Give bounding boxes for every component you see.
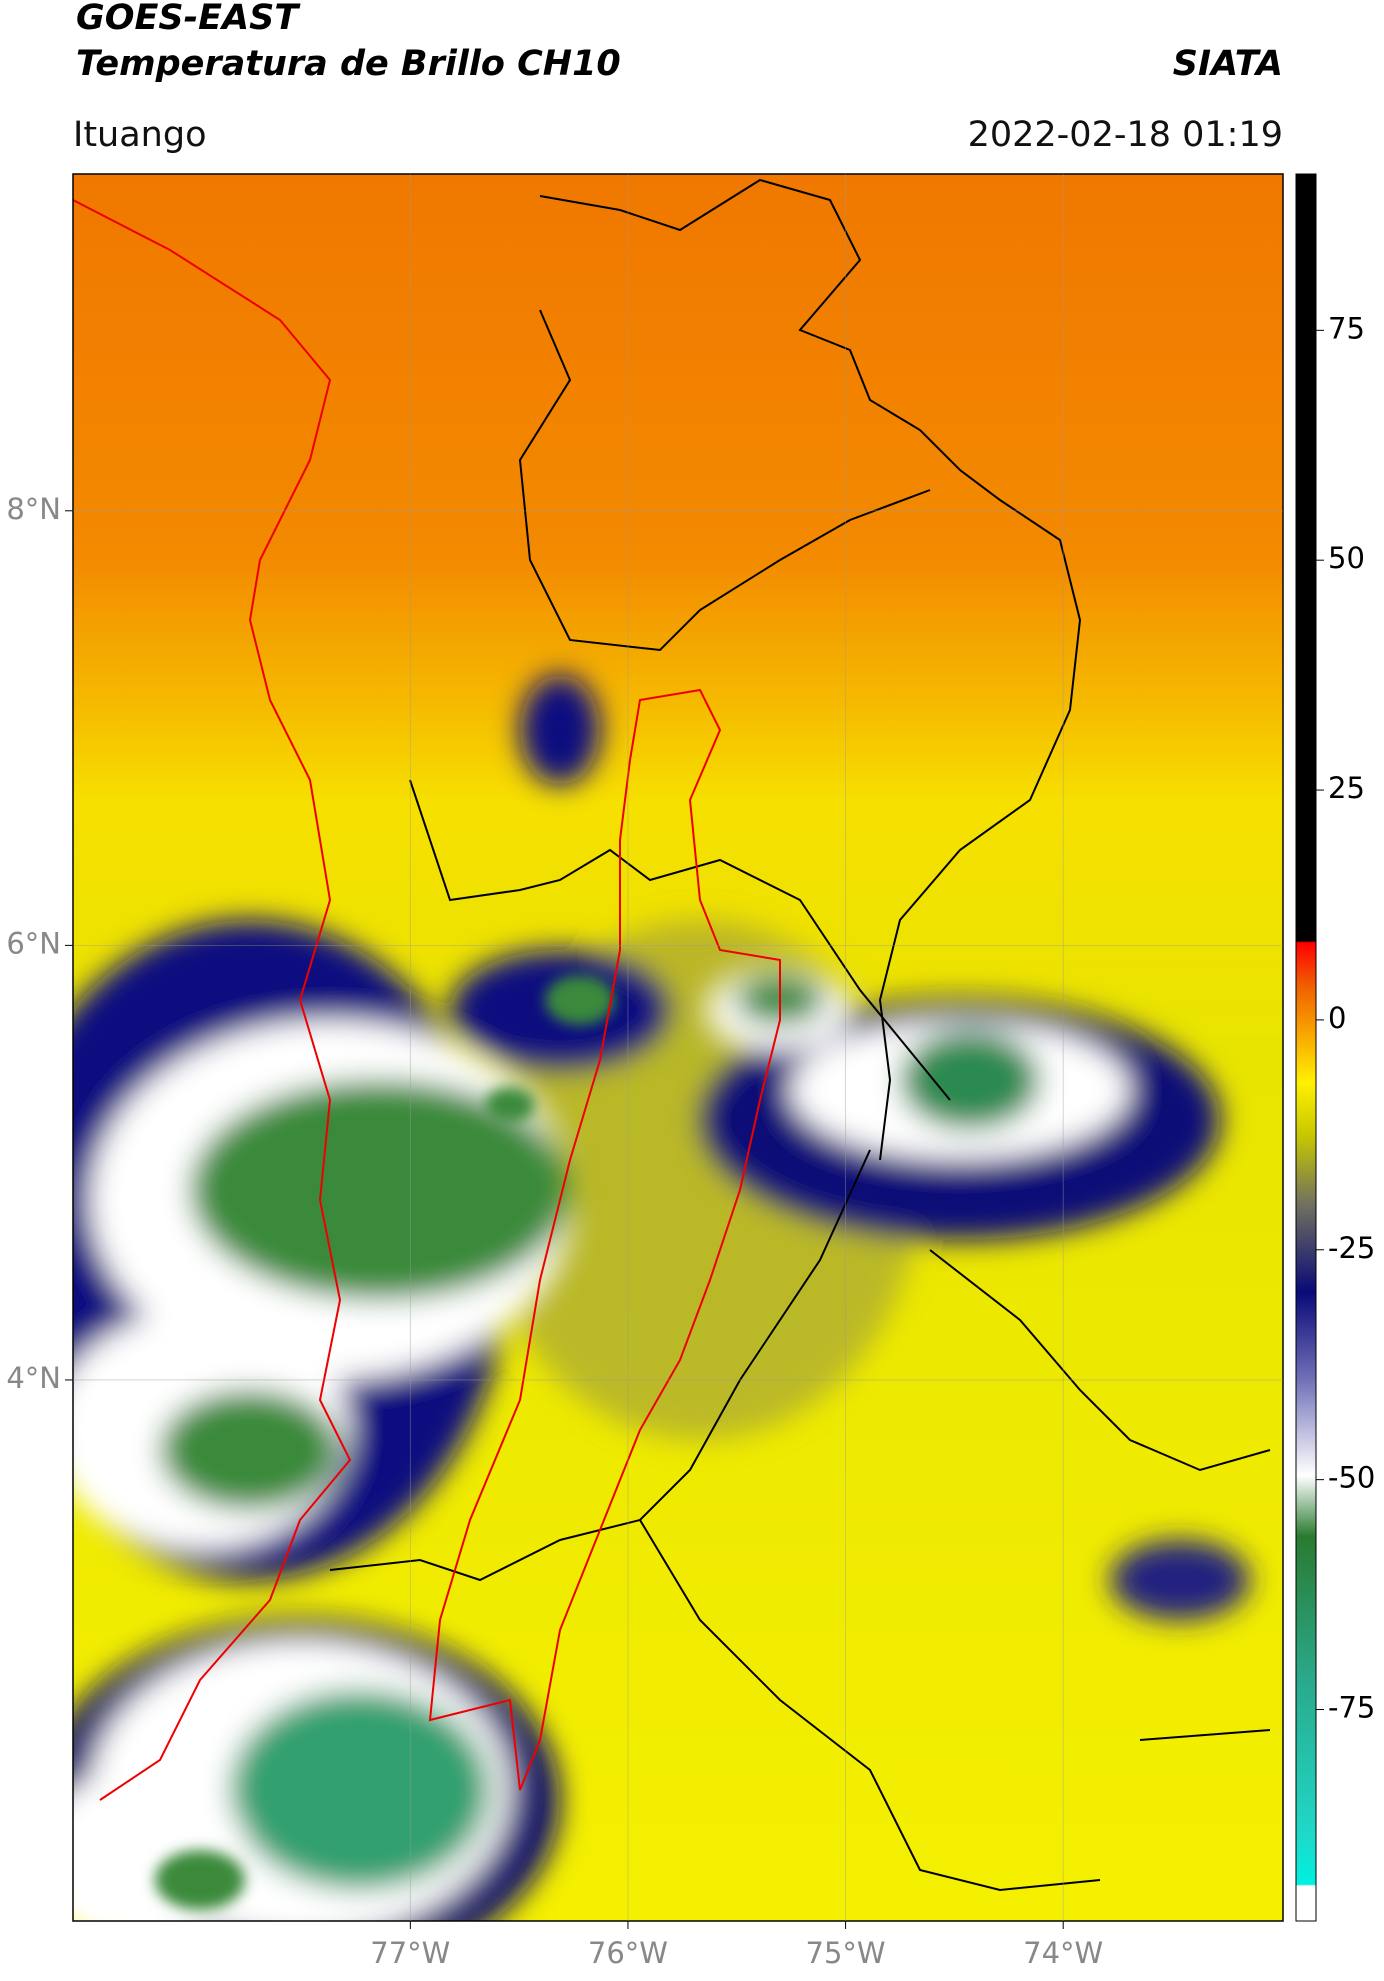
- x-tick-label: 77°W: [370, 1936, 450, 1970]
- y-tick-label: 8°N: [6, 492, 61, 526]
- region: Ituango: [73, 115, 207, 155]
- colorbar-tick-label: -25: [1328, 1231, 1375, 1265]
- x-tick-label: 75°W: [806, 1936, 886, 1970]
- datetime: 2022-02-18 01:19: [968, 115, 1283, 155]
- x-tick-label: 76°W: [588, 1936, 668, 1970]
- map-frame: [72, 173, 1284, 1922]
- map-image: [73, 174, 1283, 1921]
- colorbar-tick-label: 0: [1328, 1001, 1346, 1035]
- subtitle: Temperatura de Brillo CH10: [76, 44, 621, 84]
- boundaries: [329, 178, 1271, 1892]
- colorbar-tick-label: 75: [1328, 311, 1365, 345]
- title: GOES-EAST: [76, 0, 301, 38]
- colorbar-tick-label: -75: [1328, 1691, 1375, 1725]
- y-tick-label: 6°N: [6, 926, 61, 960]
- x-tick-label: 74°W: [1023, 1936, 1103, 1970]
- source: SIATA: [1173, 44, 1283, 84]
- colorbar-tick-label: 50: [1328, 541, 1365, 575]
- river-basin-outline: [73, 199, 781, 1801]
- y-tick-label: 4°N: [6, 1361, 61, 1395]
- colorbar-tick-label: -50: [1328, 1461, 1375, 1495]
- colorbar: [1295, 173, 1317, 1922]
- colorbar-tick-label: 25: [1328, 771, 1365, 805]
